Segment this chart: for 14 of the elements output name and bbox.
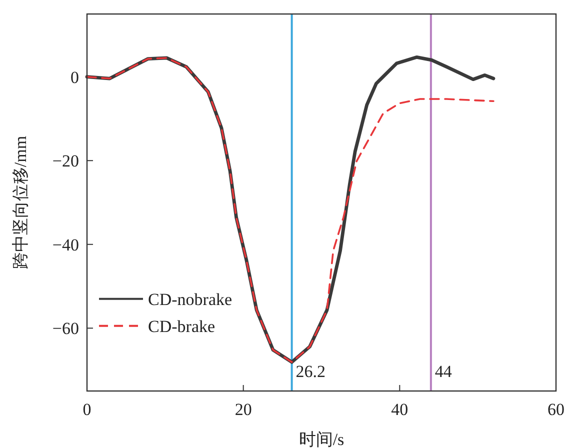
y-tick-label: 0: [70, 68, 79, 87]
ref-line-label: 26.2: [296, 362, 326, 381]
x-tick-label: 40: [391, 400, 408, 419]
y-axis-title: 跨中竖向位移/mm: [11, 136, 30, 270]
ref-line-label: 44: [434, 362, 452, 381]
x-tick-label: 0: [82, 400, 92, 419]
legend-label: CD-nobrake: [148, 290, 232, 309]
y-tick-label: −40: [52, 235, 79, 254]
x-tick-label: 60: [548, 400, 564, 419]
x-axis-title: 时间/s: [298, 430, 344, 448]
x-tick-label: 20: [234, 400, 252, 419]
legend-label: CD-brake: [148, 316, 216, 336]
y-tick-label: −20: [52, 152, 79, 171]
y-tick-label: −60: [52, 319, 79, 338]
